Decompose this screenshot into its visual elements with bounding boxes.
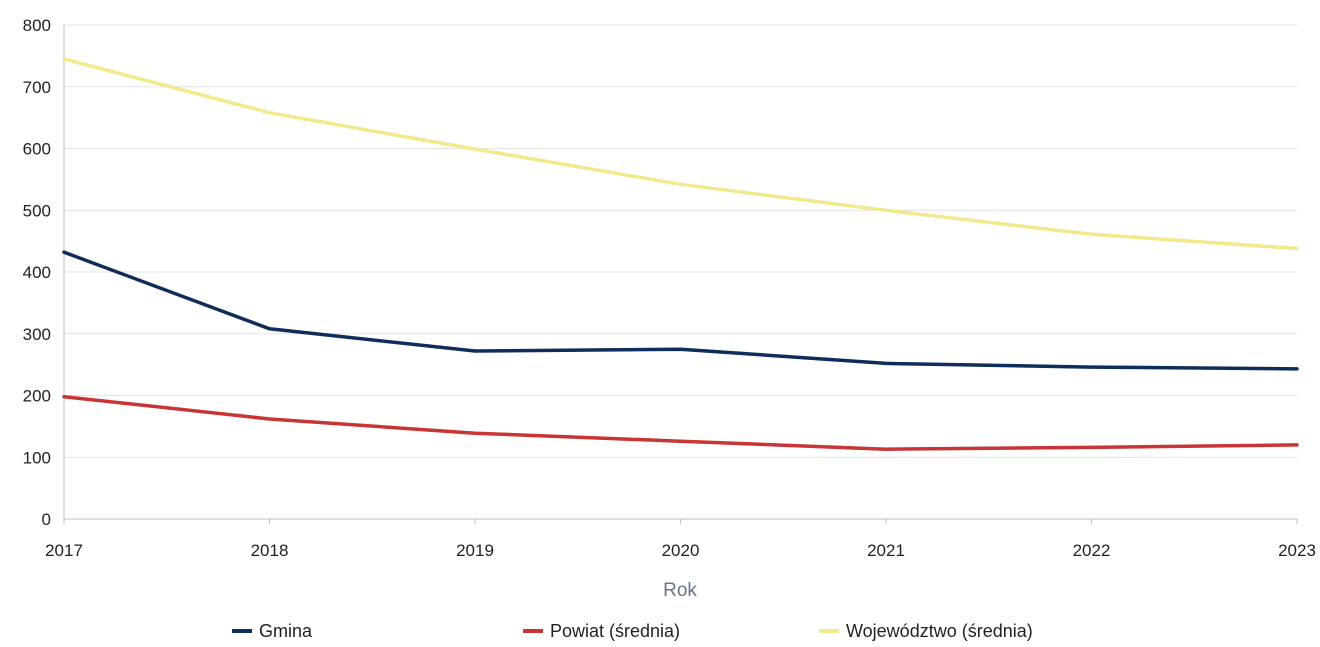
axes xyxy=(63,25,1298,524)
legend-label: Powiat (średnia) xyxy=(550,621,680,641)
y-tick-label: 800 xyxy=(23,16,51,35)
x-tick-label: 2018 xyxy=(251,541,289,560)
x-tick-label: 2023 xyxy=(1278,541,1316,560)
legend-label: Gmina xyxy=(259,621,313,641)
x-axis-title: Rok xyxy=(663,580,697,601)
legend-label: Województwo (średnia) xyxy=(846,621,1033,641)
x-tick-label: 2022 xyxy=(1073,541,1111,560)
y-tick-label: 600 xyxy=(23,140,51,159)
x-tick-label: 2019 xyxy=(456,541,494,560)
y-tick-label: 700 xyxy=(23,78,51,97)
y-tick-label: 0 xyxy=(42,510,51,529)
series-lines xyxy=(62,57,1299,451)
y-tick-label: 100 xyxy=(23,448,51,467)
y-tick-label: 300 xyxy=(23,325,51,344)
x-tick-labels: 2017 2018 2019 2020 2021 2022 2023 xyxy=(45,541,1316,560)
y-tick-labels: 0 100 200 300 400 500 600 700 800 xyxy=(23,16,51,529)
series-line-2 xyxy=(62,57,1299,251)
legend: Gmina Powiat (średnia) Województwo (średni… xyxy=(232,621,1033,641)
y-tick-label: 200 xyxy=(23,387,51,406)
series-line-1 xyxy=(62,394,1299,451)
y-tick-label: 400 xyxy=(23,263,51,282)
x-tick-label: 2021 xyxy=(867,541,905,560)
grid-lines xyxy=(64,24,1297,458)
x-tick-label: 2017 xyxy=(45,541,83,560)
y-tick-label: 500 xyxy=(23,201,51,220)
x-tick-label: 2020 xyxy=(662,541,700,560)
series-line-0 xyxy=(62,250,1299,371)
